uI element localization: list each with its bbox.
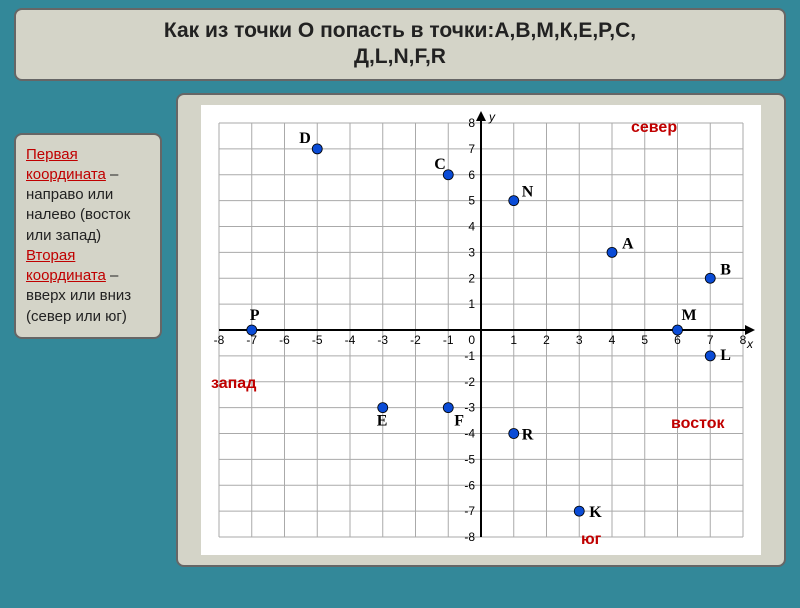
plot-box: -8-7-6-5-4-3-2-112345678-8-7-6-5-4-3-2-1… [176, 93, 786, 567]
plot-area: -8-7-6-5-4-3-2-112345678-8-7-6-5-4-3-2-1… [201, 105, 761, 555]
svg-text:4: 4 [609, 333, 616, 347]
legend-box: Первая координата – направо или налево (… [14, 133, 162, 339]
svg-text:1: 1 [468, 297, 475, 311]
title-line2: Д,L,N,F,R [354, 45, 446, 68]
svg-text:7: 7 [707, 333, 714, 347]
svg-text:-3: -3 [377, 333, 388, 347]
svg-text:5: 5 [641, 333, 648, 347]
svg-text:x: x [746, 337, 754, 351]
svg-text:R: R [522, 426, 534, 443]
svg-text:B: B [720, 261, 731, 278]
svg-text:P: P [250, 307, 260, 324]
svg-text:2: 2 [543, 333, 550, 347]
svg-text:-6: -6 [464, 478, 475, 492]
svg-text:-6: -6 [279, 333, 290, 347]
svg-text:4: 4 [468, 219, 475, 233]
svg-text:5: 5 [468, 193, 475, 207]
svg-text:F: F [454, 412, 464, 429]
first-coord-label: Первая координата [26, 146, 106, 183]
svg-text:-1: -1 [464, 348, 475, 362]
svg-text:C: C [434, 155, 446, 172]
svg-text:-7: -7 [464, 504, 475, 518]
svg-text:-5: -5 [312, 333, 323, 347]
svg-text:N: N [522, 183, 534, 200]
svg-text:-4: -4 [464, 426, 475, 440]
title-text: Как из точки О попасть в точки:А,В,М,К,Е… [30, 18, 770, 71]
coordinate-plane: -8-7-6-5-4-3-2-112345678-8-7-6-5-4-3-2-1… [201, 105, 761, 555]
svg-text:y: y [488, 110, 496, 124]
svg-text:-5: -5 [464, 452, 475, 466]
svg-text:-1: -1 [443, 333, 454, 347]
svg-text:L: L [720, 346, 731, 363]
svg-text:7: 7 [468, 141, 475, 155]
svg-text:-4: -4 [345, 333, 356, 347]
title-box: Как из точки О попасть в точки:А,В,М,К,Е… [14, 8, 786, 81]
compass-south: юг [581, 531, 601, 549]
legend-text: Первая координата – направо или налево (… [26, 145, 150, 327]
svg-text:6: 6 [468, 167, 475, 181]
svg-text:-2: -2 [410, 333, 421, 347]
svg-text:-2: -2 [464, 374, 475, 388]
compass-north: север [631, 119, 677, 137]
svg-text:-8: -8 [464, 530, 475, 544]
svg-text:A: A [622, 235, 634, 252]
svg-text:2: 2 [468, 271, 475, 285]
svg-text:3: 3 [468, 245, 475, 259]
title-line1: Как из точки О попасть в точки:А,В,М,К,Е… [164, 19, 636, 42]
compass-west: запад [211, 375, 256, 393]
svg-text:-8: -8 [214, 333, 225, 347]
svg-text:E: E [377, 412, 388, 429]
svg-text:1: 1 [510, 333, 517, 347]
content-row: Первая координата – направо или налево (… [0, 93, 800, 581]
svg-text:8: 8 [468, 116, 475, 130]
svg-text:D: D [299, 129, 311, 146]
svg-text:K: K [589, 504, 602, 521]
svg-text:0: 0 [468, 333, 475, 347]
svg-text:3: 3 [576, 333, 583, 347]
svg-text:8: 8 [740, 333, 747, 347]
svg-text:M: M [682, 307, 697, 324]
second-coord-label: Вторая координата [26, 247, 106, 284]
compass-east: восток [671, 415, 725, 433]
svg-text:-3: -3 [464, 400, 475, 414]
